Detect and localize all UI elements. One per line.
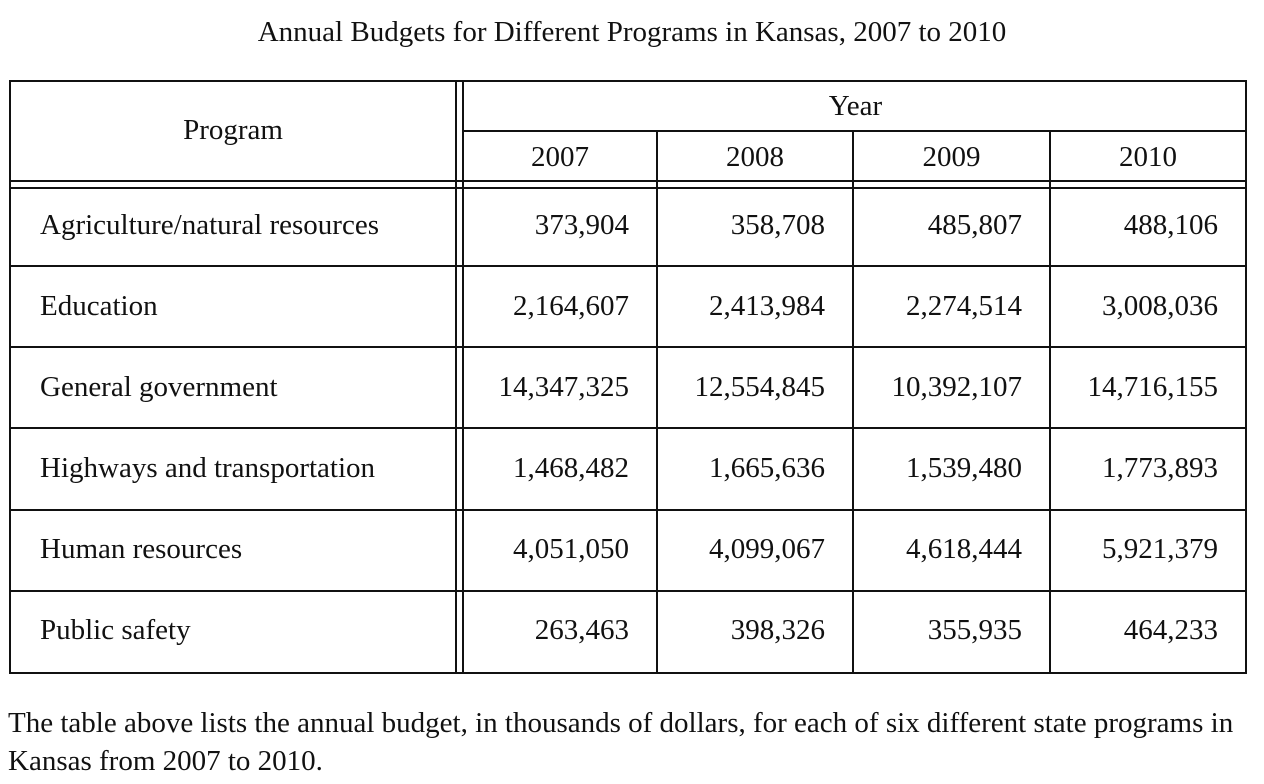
highways-2010-value: 1,773,893 xyxy=(1102,452,1218,484)
year-header-2008: 2008 xyxy=(726,141,784,173)
highways-2007-value: 1,468,482 xyxy=(513,452,629,484)
agriculture-2008-value: 358,708 xyxy=(730,209,825,241)
header-double-rule-top xyxy=(9,180,1247,182)
program-column-double-rule-left xyxy=(455,80,457,674)
public-safety-2008-value: 398,326 xyxy=(730,614,825,646)
table-caption: The table above lists the annual budget,… xyxy=(8,707,1234,777)
table-top-border xyxy=(9,80,1247,82)
table-bottom-border xyxy=(9,672,1247,674)
human-resources-2007-value: 4,051,050 xyxy=(513,533,629,565)
program-public-safety: Public safety xyxy=(40,614,191,646)
year-header-rule xyxy=(464,130,1247,132)
program-general-government: General government xyxy=(40,371,278,403)
agriculture-2009-value: 485,807 xyxy=(927,209,1022,241)
year-column-rule-2009-2010 xyxy=(1049,130,1051,674)
public-safety-2007-value: 263,463 xyxy=(534,614,629,646)
public-safety-2009-value: 355,935 xyxy=(927,614,1022,646)
year-column-rule-2007-2008 xyxy=(656,130,658,674)
row-rule-3 xyxy=(9,427,1247,429)
row-rule-2 xyxy=(9,346,1247,348)
header-double-rule-bottom xyxy=(9,187,1247,189)
public-safety-2010-value: 464,233 xyxy=(1123,614,1218,646)
program-education: Education xyxy=(40,290,158,322)
program-human-resources: Human resources xyxy=(40,533,243,565)
table-title: Annual Budgets for Different Programs in… xyxy=(257,16,1007,48)
year-column-rule-2008-2009 xyxy=(852,130,854,674)
general-government-2007-value: 14,347,325 xyxy=(498,371,630,403)
education-2010-value: 3,008,036 xyxy=(1102,290,1218,322)
year-header-2009: 2009 xyxy=(922,141,981,173)
highways-2008-value: 1,665,636 xyxy=(709,452,825,484)
human-resources-2008-value: 4,099,067 xyxy=(709,533,825,565)
program-agriculture-natural-resources: Agriculture/natural resources xyxy=(40,209,379,241)
general-government-2009-value: 10,392,107 xyxy=(891,371,1023,403)
program-column-double-rule-right xyxy=(462,80,464,674)
row-rule-1 xyxy=(9,265,1247,267)
general-government-2008-value: 12,554,845 xyxy=(694,371,826,403)
human-resources-2009-value: 4,618,444 xyxy=(906,533,1022,565)
program-header: Program xyxy=(183,114,283,146)
table-right-border xyxy=(1245,80,1247,674)
education-2008-value: 2,413,984 xyxy=(709,290,825,322)
education-2007-value: 2,164,607 xyxy=(513,290,629,322)
row-rule-5 xyxy=(9,590,1247,592)
year-header-2010: 2010 xyxy=(1119,141,1177,173)
highways-2009-value: 1,539,480 xyxy=(906,452,1022,484)
agriculture-2007-value: 373,904 xyxy=(534,209,629,241)
agriculture-2010-value: 488,106 xyxy=(1123,209,1218,241)
program-highways-and-transportation: Highways and transportation xyxy=(40,452,376,484)
year-header-2007: 2007 xyxy=(531,141,589,173)
year-header: Year xyxy=(828,90,883,122)
human-resources-2010-value: 5,921,379 xyxy=(1102,533,1218,565)
budget-table: Program Year 2007 2008 2009 2010 Agricul… xyxy=(9,80,1247,674)
row-rule-4 xyxy=(9,509,1247,511)
table-left-border xyxy=(9,80,11,674)
education-2009-value: 2,274,514 xyxy=(906,290,1022,322)
general-government-2010-value: 14,716,155 xyxy=(1087,371,1219,403)
